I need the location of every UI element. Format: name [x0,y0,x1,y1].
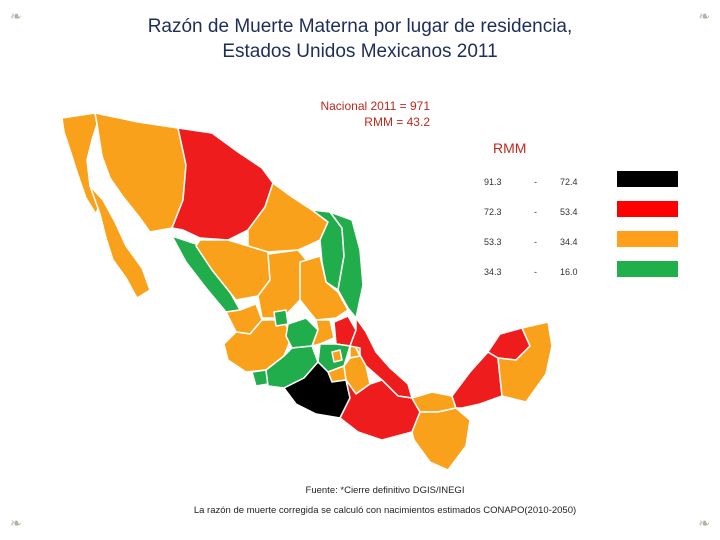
legend-dash: - [534,177,537,187]
methodology-note: La razón de muerte corregida se calculó … [193,505,577,516]
state-chiapas [411,407,471,471]
map-title: Razón de Muerte Materna por lugar de res… [0,14,720,64]
state-chihuahua [171,127,274,241]
legend-low: 72.3 [484,207,502,217]
corner-ornament-icon: ❧ [10,515,22,531]
legend-low: 91.3 [484,177,502,187]
corner-ornament-icon: ❧ [10,8,22,24]
legend-row: 53.3 - 34.4 [460,228,720,258]
title-line-2: Estados Unidos Mexicanos 2011 [222,41,498,62]
legend-high: 72.4 [560,177,578,187]
legend-swatch [617,261,678,277]
source-text: Fuente: *Cierre definitivo DGIS/INEGI [305,485,465,496]
national-rmm: RMM = 43.2 [364,115,430,129]
footer-note-box: Fuente: *Cierre definitivo DGIS/INEGI La… [150,479,620,521]
state-baja-california-sur [89,185,151,299]
state-campeche [451,351,503,409]
legend-high: 53.4 [560,207,578,217]
legend-high: 16.0 [560,267,578,277]
legend-high: 34.4 [560,237,578,247]
legend-low: 53.3 [484,237,502,247]
legend-dash: - [534,207,537,217]
legend-swatch [617,171,678,187]
legend-row: 91.3 - 72.4 [460,168,720,198]
legend-row: 34.3 - 16.0 [460,258,720,288]
national-deaths: Nacional 2011 = 971 [320,99,430,113]
corner-ornament-icon: ❧ [698,515,710,531]
national-summary: Nacional 2011 = 971 RMM = 43.2 [320,98,430,130]
corner-ornament-icon: ❧ [698,8,710,24]
legend-dash: - [534,237,537,247]
legend: 91.3 - 72.4 72.3 - 53.4 53.3 - 34.4 34.3… [460,168,720,288]
state-distrito-federal [331,349,343,363]
legend-heading: RMM [493,140,527,156]
title-line-1: Razón de Muerte Materna por lugar de res… [147,16,573,37]
legend-dash: - [534,267,537,277]
state-aguascalientes [273,309,289,327]
legend-swatch [617,231,678,247]
state-quintana-roo [497,321,553,403]
state-tamaulipas [329,211,364,319]
state-san-luis-potosi [299,255,349,321]
legend-low: 34.3 [484,267,502,277]
legend-swatch [617,201,678,217]
legend-row: 72.3 - 53.4 [460,198,720,228]
